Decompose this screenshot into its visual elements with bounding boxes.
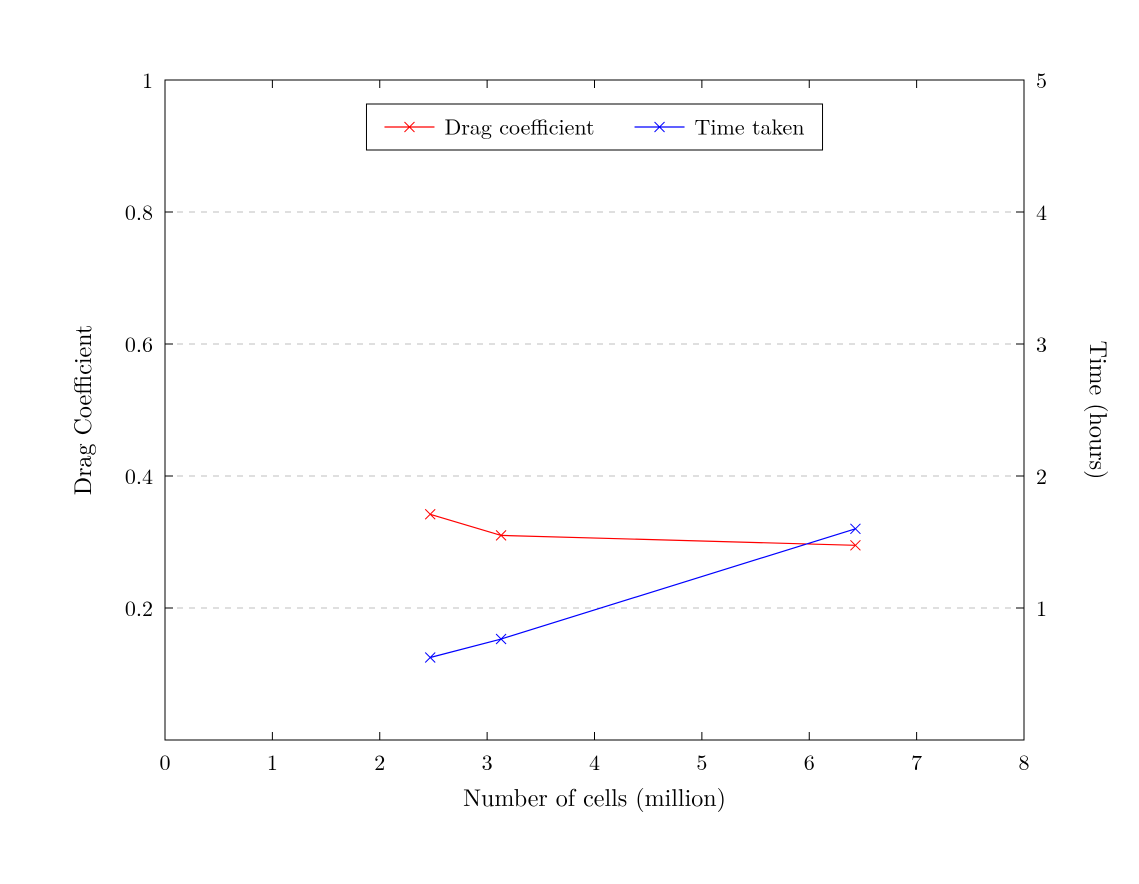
x-tick-label: 2 xyxy=(374,746,385,777)
y-right-tick-label: 4 xyxy=(1036,196,1047,227)
x-tick-label: 7 xyxy=(911,746,922,777)
x-axis-label: Number of cells (million) xyxy=(463,779,726,813)
y-left-tick-label: 1 xyxy=(142,64,153,95)
x-tick-label: 6 xyxy=(804,746,815,777)
x-tick-label: 0 xyxy=(159,746,170,777)
x-tick-label: 1 xyxy=(267,746,278,777)
y-right-tick-label: 3 xyxy=(1036,328,1047,359)
chart-container: 0 1 2 3 4 5 6 7 8 Number of cells (million) 0.2 0.4… xyxy=(0,0,1139,884)
y-right-tick-label: 2 xyxy=(1036,460,1047,491)
x-tick-label: 4 xyxy=(589,746,600,777)
y-left-tick-label: 0.4 xyxy=(125,460,153,491)
y-right-tick-label: 1 xyxy=(1036,592,1047,623)
x-tick-label: 3 xyxy=(482,746,493,777)
y-left-tick-label: 0.8 xyxy=(125,196,153,227)
y-right-tick-label: 5 xyxy=(1036,64,1047,95)
x-tick-label: 8 xyxy=(1018,746,1029,777)
legend: Drag coefficient Time taken xyxy=(366,104,822,150)
y-left-tick-label: 0.6 xyxy=(125,328,153,359)
y-left-tick-label: 0.2 xyxy=(125,592,153,623)
y-left-axis-label: Drag Coefficient xyxy=(64,325,98,495)
x-tick-label: 5 xyxy=(696,746,707,777)
legend-label: Time taken xyxy=(695,111,805,142)
legend-label: Drag coefficient xyxy=(444,111,594,142)
y-right-axis-label: Time (hours) xyxy=(1083,341,1117,480)
chart-svg: 0 1 2 3 4 5 6 7 8 Number of cells (million) 0.2 0.4… xyxy=(0,0,1139,884)
